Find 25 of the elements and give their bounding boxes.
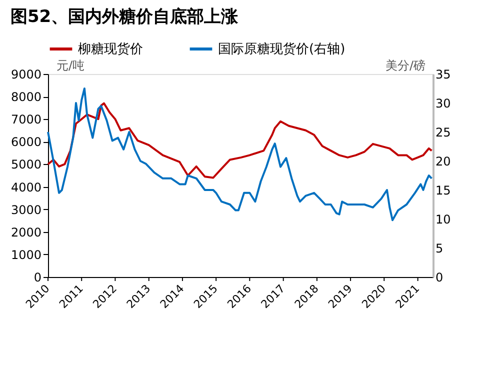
line-series (47, 88, 433, 222)
chart-title: 图52、国内外糖价自底部上涨 (10, 7, 240, 27)
legend-label: 柳糖现货价 (78, 42, 143, 57)
y2-tick-label: 35 (436, 68, 451, 82)
y-tick-label: 9000 (10, 68, 42, 82)
y-tick-label: 8000 (10, 90, 42, 104)
y2-tick-label: 25 (436, 126, 451, 140)
y-tick-label: 0 (34, 270, 42, 284)
y-tick-label: 2000 (10, 225, 42, 240)
y-tick-label: 7000 (10, 112, 42, 127)
y-tick-label: 6000 (10, 135, 42, 150)
y-tick-label: 1000 (10, 248, 42, 262)
legend-label: 国际原糖现货价(右轴) (218, 42, 346, 57)
y2-tick-label: 0 (436, 270, 444, 284)
line-series (47, 102, 433, 179)
y-tick-label: 4000 (10, 180, 42, 194)
y-tick-label: 3000 (10, 202, 42, 217)
y2-tick-label: 10 (436, 212, 451, 226)
y2-tick-label: 15 (436, 184, 451, 198)
y-axis-title: 元/吨 (56, 58, 85, 72)
y2-tick-label: 20 (436, 154, 451, 168)
y2-axis-title: 美分/磅 (385, 58, 426, 72)
y-tick-label: 5000 (10, 158, 42, 172)
y2-tick-label: 30 (436, 96, 451, 110)
y2-tick-label: 5 (436, 242, 444, 256)
